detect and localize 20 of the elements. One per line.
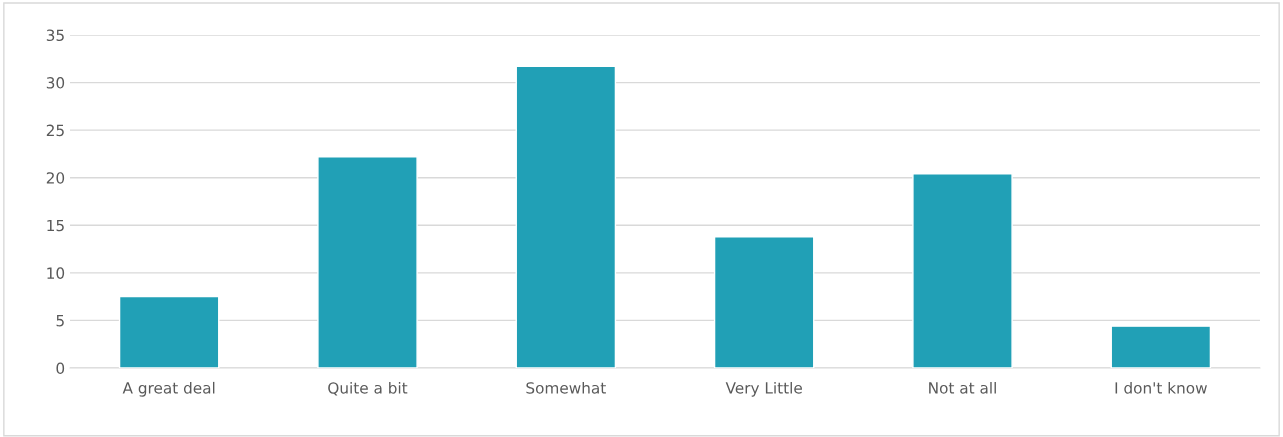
bar [713, 236, 815, 368]
y-tick-label: 30 [46, 77, 65, 89]
x-tick-label: Not at all [929, 381, 996, 394]
bar [317, 156, 418, 368]
y-tick-label: 15 [47, 219, 64, 232]
y-tick-label: 35 [46, 29, 64, 42]
y-tick-label: 5 [56, 315, 64, 327]
bar [912, 173, 1013, 368]
y-tick-label: 25 [46, 124, 64, 137]
y-tick-label: 10 [47, 267, 65, 279]
bar [515, 65, 617, 368]
y-tick-label: 0 [56, 362, 65, 375]
bar [118, 295, 220, 368]
x-tick-label: A great deal [122, 381, 215, 397]
x-tick-label: I don't know [1115, 381, 1207, 394]
x-tick-label: Somewhat [526, 381, 606, 394]
x-tick-label: Quite a bit [328, 381, 408, 396]
x-tick-label: Very Little [725, 381, 802, 397]
bar [1110, 325, 1212, 368]
y-tick-label: 20 [46, 172, 65, 184]
